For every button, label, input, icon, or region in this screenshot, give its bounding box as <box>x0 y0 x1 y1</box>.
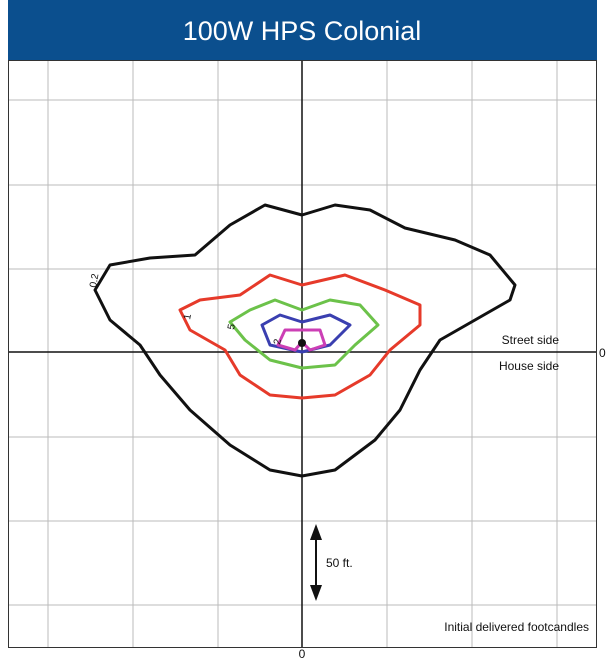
contour-blue <box>260 313 352 354</box>
luminaire <box>298 339 306 347</box>
contour-red <box>178 273 422 400</box>
contour-label: 0.2 <box>88 272 101 288</box>
title-bar <box>8 0 597 60</box>
contour-green <box>228 298 380 370</box>
contour-label: 1 <box>182 313 194 321</box>
origin-label: 0 <box>599 346 606 360</box>
scale-arrow <box>310 524 322 601</box>
origin-label: 0 <box>299 647 306 659</box>
house-side-label: House side <box>499 359 559 373</box>
contour-label: 2 <box>272 338 284 346</box>
contour-black <box>93 203 517 478</box>
contours <box>93 203 517 478</box>
scale-label: 50 ft. <box>326 556 353 570</box>
footnote: Initial delivered footcandles <box>444 620 589 634</box>
contour-label: 5 <box>226 323 238 331</box>
street-side-label: Street side <box>502 333 560 347</box>
title: 100W HPS Colonial <box>183 16 422 46</box>
